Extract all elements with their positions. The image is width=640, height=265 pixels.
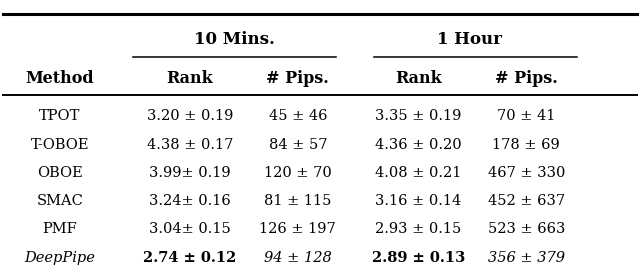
Text: 94 ± 128: 94 ± 128 (264, 250, 332, 264)
Text: 126 ± 197: 126 ± 197 (259, 222, 336, 236)
Text: 4.36 ± 0.20: 4.36 ± 0.20 (375, 138, 461, 152)
Text: 2.74 ± 0.12: 2.74 ± 0.12 (143, 250, 237, 264)
Text: 120 ± 70: 120 ± 70 (264, 166, 332, 180)
Text: 452 ± 637: 452 ± 637 (488, 194, 564, 208)
Text: 1 Hour: 1 Hour (436, 31, 502, 48)
Text: # Pips.: # Pips. (495, 70, 557, 87)
Text: 467 ± 330: 467 ± 330 (488, 166, 565, 180)
Text: 4.38 ± 0.17: 4.38 ± 0.17 (147, 138, 233, 152)
Text: 10 Mins.: 10 Mins. (194, 31, 275, 48)
Text: 2.93 ± 0.15: 2.93 ± 0.15 (375, 222, 461, 236)
Text: Rank: Rank (166, 70, 213, 87)
Text: 45 ± 46: 45 ± 46 (269, 109, 327, 123)
Text: # Pips.: # Pips. (266, 70, 329, 87)
Text: 4.08 ± 0.21: 4.08 ± 0.21 (375, 166, 461, 180)
Text: 3.24± 0.16: 3.24± 0.16 (149, 194, 231, 208)
Text: 178 ± 69: 178 ± 69 (492, 138, 560, 152)
Text: 3.35 ± 0.19: 3.35 ± 0.19 (375, 109, 461, 123)
Text: 84 ± 57: 84 ± 57 (269, 138, 327, 152)
Text: Method: Method (26, 70, 94, 87)
Text: 3.99± 0.19: 3.99± 0.19 (149, 166, 231, 180)
Text: PMF: PMF (42, 222, 77, 236)
Text: 3.20 ± 0.19: 3.20 ± 0.19 (147, 109, 233, 123)
Text: SMAC: SMAC (36, 194, 83, 208)
Text: 3.04± 0.15: 3.04± 0.15 (149, 222, 231, 236)
Text: OBOE: OBOE (37, 166, 83, 180)
Text: 523 ± 663: 523 ± 663 (488, 222, 565, 236)
Text: Rank: Rank (395, 70, 442, 87)
Text: 2.89 ± 0.13: 2.89 ± 0.13 (372, 250, 465, 264)
Text: TPOT: TPOT (39, 109, 81, 123)
Text: 356 ± 379: 356 ± 379 (488, 250, 564, 264)
Text: 81 ± 115: 81 ± 115 (264, 194, 332, 208)
Text: 70 ± 41: 70 ± 41 (497, 109, 556, 123)
Text: DeepPipe: DeepPipe (24, 250, 95, 264)
Text: 3.16 ± 0.14: 3.16 ± 0.14 (375, 194, 461, 208)
Text: T-OBOE: T-OBOE (31, 138, 89, 152)
